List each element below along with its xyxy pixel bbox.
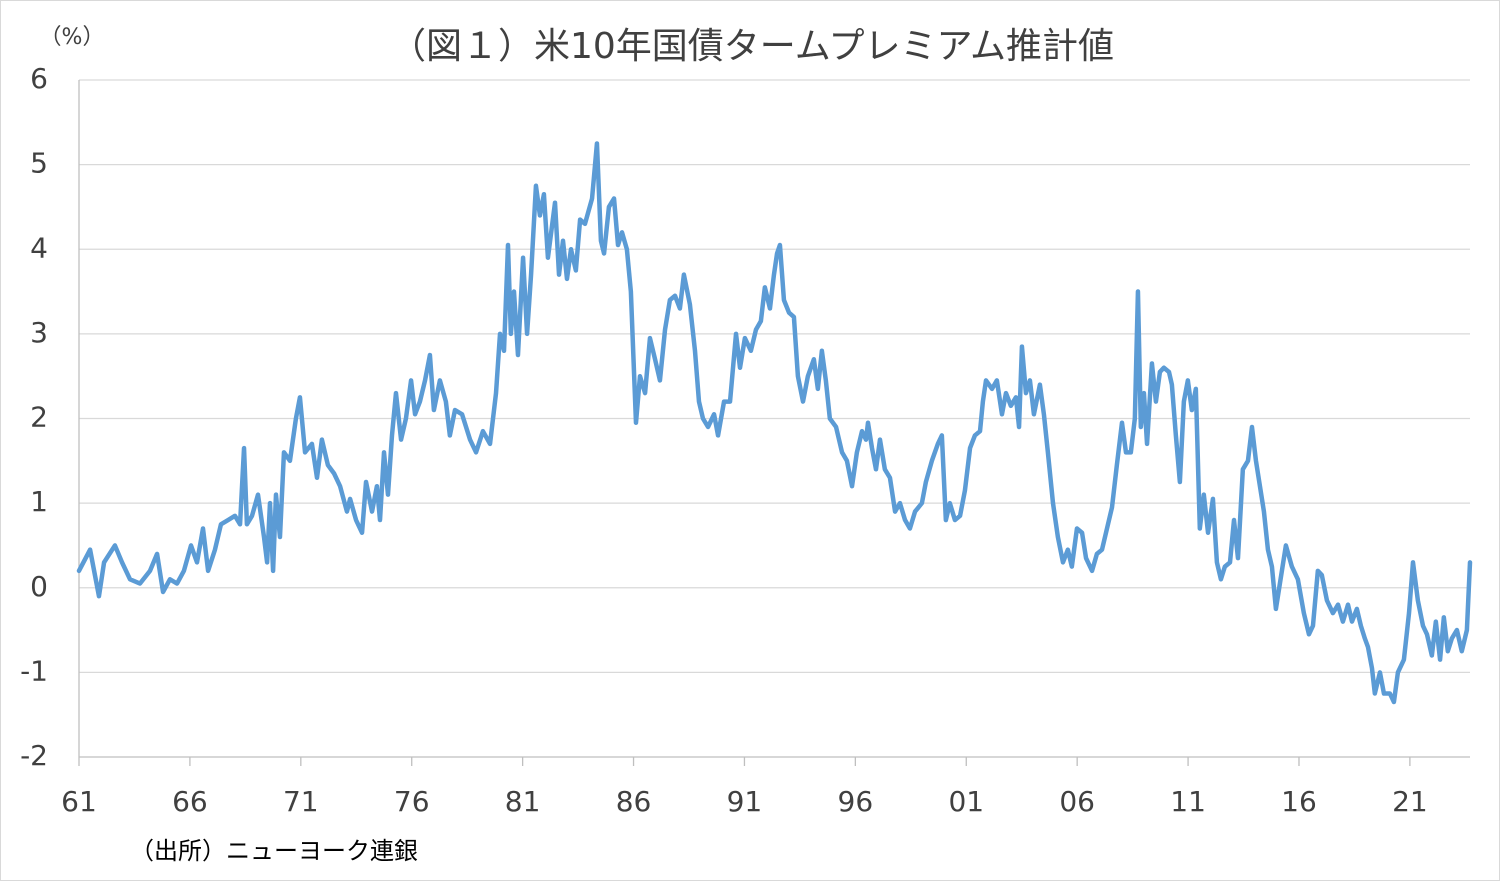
x-tick-label: 16 [1281, 785, 1317, 818]
x-tick-label: 61 [61, 785, 97, 818]
x-tick-label: 76 [394, 785, 430, 818]
y-tick-label: -2 [20, 739, 48, 772]
x-tick-label: 06 [1059, 785, 1095, 818]
x-tick-label: 21 [1392, 785, 1428, 818]
x-tick-label: 11 [1170, 785, 1206, 818]
x-tick-label: 66 [172, 785, 208, 818]
chart-title: （図１）米10年国債タームプレミアム推計値 [390, 26, 1114, 67]
x-tick-label: 81 [505, 785, 541, 818]
y-tick-label: 3 [30, 316, 48, 349]
y-tick-label: 1 [30, 485, 48, 518]
x-tick-label: 91 [727, 785, 763, 818]
x-tick-label: 86 [616, 785, 652, 818]
y-axis-unit: （%） [40, 25, 105, 50]
y-tick-label: 6 [30, 62, 48, 95]
source-note: （出所）ニューヨーク連銀 [130, 837, 418, 865]
data-line [76, 141, 1473, 705]
y-tick-label: 5 [30, 147, 48, 180]
y-tick-label: 4 [30, 231, 48, 264]
x-tick-label: 96 [838, 785, 874, 818]
x-tick-label: 01 [948, 785, 984, 818]
y-tick-label: 0 [30, 570, 48, 603]
y-tick-label: 2 [30, 401, 48, 434]
x-tick-label: 71 [283, 785, 319, 818]
y-tick-label: -1 [20, 654, 48, 687]
